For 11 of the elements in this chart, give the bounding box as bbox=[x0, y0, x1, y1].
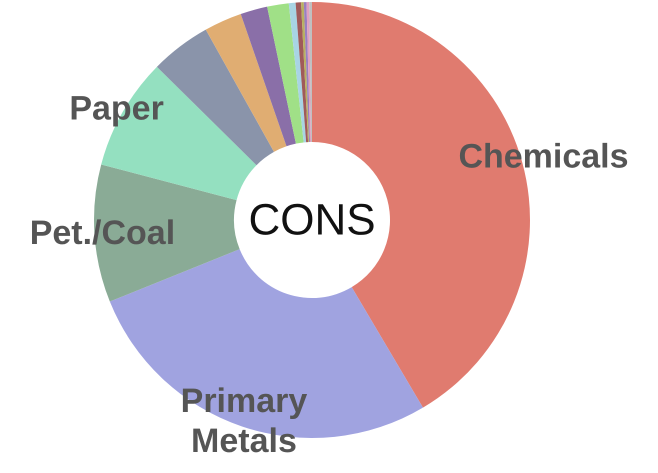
donut-slice bbox=[296, 2, 308, 142]
slice-label: Primary Metals bbox=[180, 382, 308, 460]
donut-slice bbox=[240, 6, 296, 146]
donut-slice bbox=[301, 2, 310, 142]
donut-slice bbox=[304, 2, 310, 142]
text: CONS bbox=[248, 196, 376, 244]
donut-slice bbox=[288, 2, 306, 142]
donut-slice bbox=[306, 2, 312, 142]
donut-slice bbox=[206, 14, 287, 152]
donut-slice bbox=[309, 2, 312, 142]
donut-slice bbox=[267, 3, 304, 144]
